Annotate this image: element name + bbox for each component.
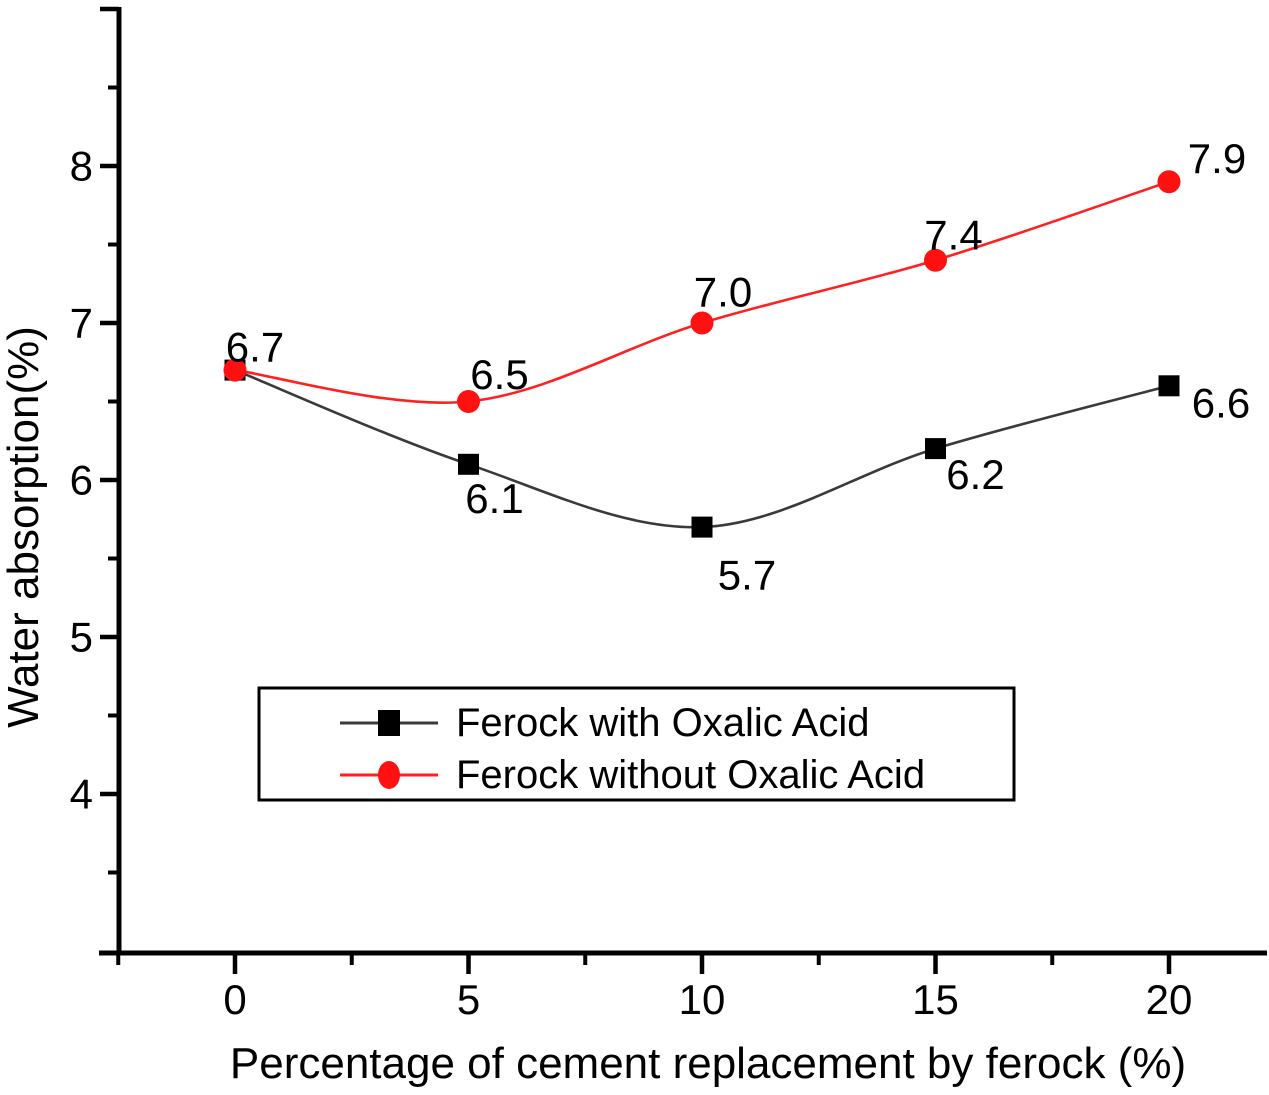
- y-tick-label: 7: [70, 300, 93, 347]
- point-label: 6.5: [470, 351, 528, 398]
- circle-marker: [924, 248, 947, 272]
- square-marker: [1158, 375, 1180, 397]
- y-tick-label: 4: [70, 771, 93, 818]
- point-label: 6.2: [946, 451, 1004, 498]
- data-series: [223, 170, 1181, 538]
- y-axis-title: Water absorption(%): [0, 326, 48, 728]
- point-label: 7.9: [1188, 135, 1246, 182]
- series-ferock-with-oxalic-acid: [224, 359, 1180, 538]
- axes: 8 7 6 5 4 0 5 10 15 20: [70, 6, 1267, 1023]
- point-label: 7.0: [694, 269, 752, 316]
- x-tick-label: 20: [1146, 976, 1193, 1023]
- x-tick-label: 0: [223, 976, 246, 1023]
- legend-entry: Ferock with Oxalic Acid: [340, 701, 869, 745]
- series-line: [234, 368, 1170, 529]
- x-axis-title: Percentage of cement replacement by fero…: [230, 1039, 1186, 1088]
- square-marker: [458, 453, 479, 475]
- square-marker: [691, 516, 713, 538]
- y-tick-label: 8: [70, 143, 93, 190]
- x-tick-label: 5: [457, 976, 480, 1023]
- circle-marker: [223, 358, 247, 382]
- legend-circle-marker: [378, 761, 400, 789]
- legend-label: Ferock with Oxalic Acid: [456, 701, 869, 745]
- square-marker: [925, 438, 946, 460]
- legend: Ferock with Oxalic Acid Ferock without Ox…: [257, 686, 1016, 802]
- circle-marker: [1157, 170, 1181, 194]
- legend-square-marker: [378, 710, 400, 736]
- circle-marker: [457, 390, 480, 413]
- point-label: 7.4: [924, 212, 982, 259]
- circle-marker: [690, 311, 714, 335]
- point-label: 5.7: [718, 552, 776, 599]
- point-label: 6.7: [226, 324, 284, 371]
- y-tick-label: 5: [70, 614, 93, 661]
- series-ferock-without-oxalic-acid: [223, 170, 1181, 413]
- y-tick-label: 6: [70, 457, 93, 504]
- point-label: 6.1: [465, 475, 523, 522]
- x-tick-label: 15: [912, 976, 959, 1023]
- legend-label: Ferock without Oxalic Acid: [456, 753, 925, 797]
- point-label: 6.6: [1192, 379, 1250, 426]
- point-labels: 6.7 6.1 5.7 6.2 6.6 6.5 7.0 7.4 7.9: [226, 135, 1250, 598]
- x-tick-label: 10: [679, 976, 726, 1023]
- legend-entry: Ferock without Oxalic Acid: [340, 753, 925, 797]
